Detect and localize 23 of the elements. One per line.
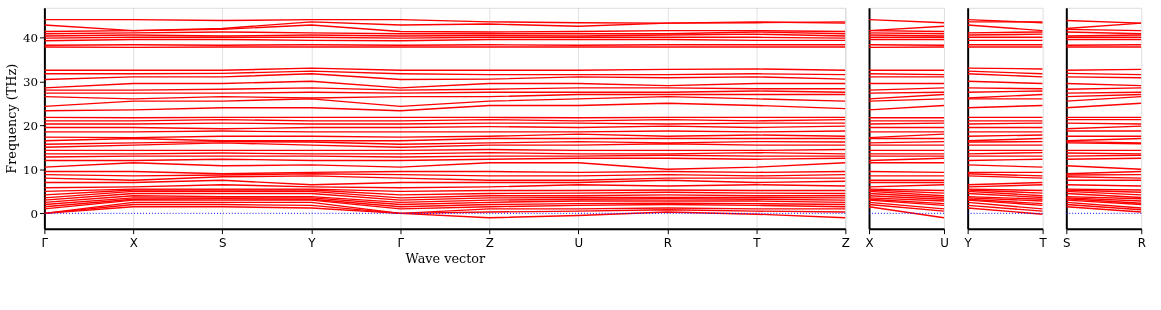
x-tick-label: T	[1038, 235, 1048, 250]
x-tick-label: Z	[485, 235, 494, 250]
x-tick-label: T	[752, 235, 762, 250]
x-tick-label: Y	[307, 235, 317, 250]
y-tick-label: 20	[22, 118, 38, 133]
y-tick-label: 30	[22, 74, 38, 89]
x-tick-label: S	[1063, 235, 1071, 250]
x-tick-label: Γ	[397, 235, 405, 250]
x-tick-label: X	[129, 235, 138, 250]
x-tick-label: U	[574, 235, 584, 250]
y-tick-label: 0	[30, 206, 38, 221]
x-tick-label: U	[940, 235, 949, 250]
y-tick-label: 40	[22, 30, 38, 45]
x-tick-label: Γ	[41, 235, 49, 250]
x-tick-label: R	[1137, 235, 1146, 250]
y-tick-label: 10	[22, 162, 38, 177]
x-tick-label: X	[865, 235, 874, 250]
x-tick-label: Z	[841, 235, 850, 250]
y-axis-title: Frequency (THz)	[4, 63, 20, 174]
x-axis-title: Wave vector	[405, 250, 487, 266]
x-tick-label: S	[219, 235, 227, 250]
x-tick-label: Y	[963, 235, 973, 250]
x-tick-label: R	[663, 235, 672, 250]
